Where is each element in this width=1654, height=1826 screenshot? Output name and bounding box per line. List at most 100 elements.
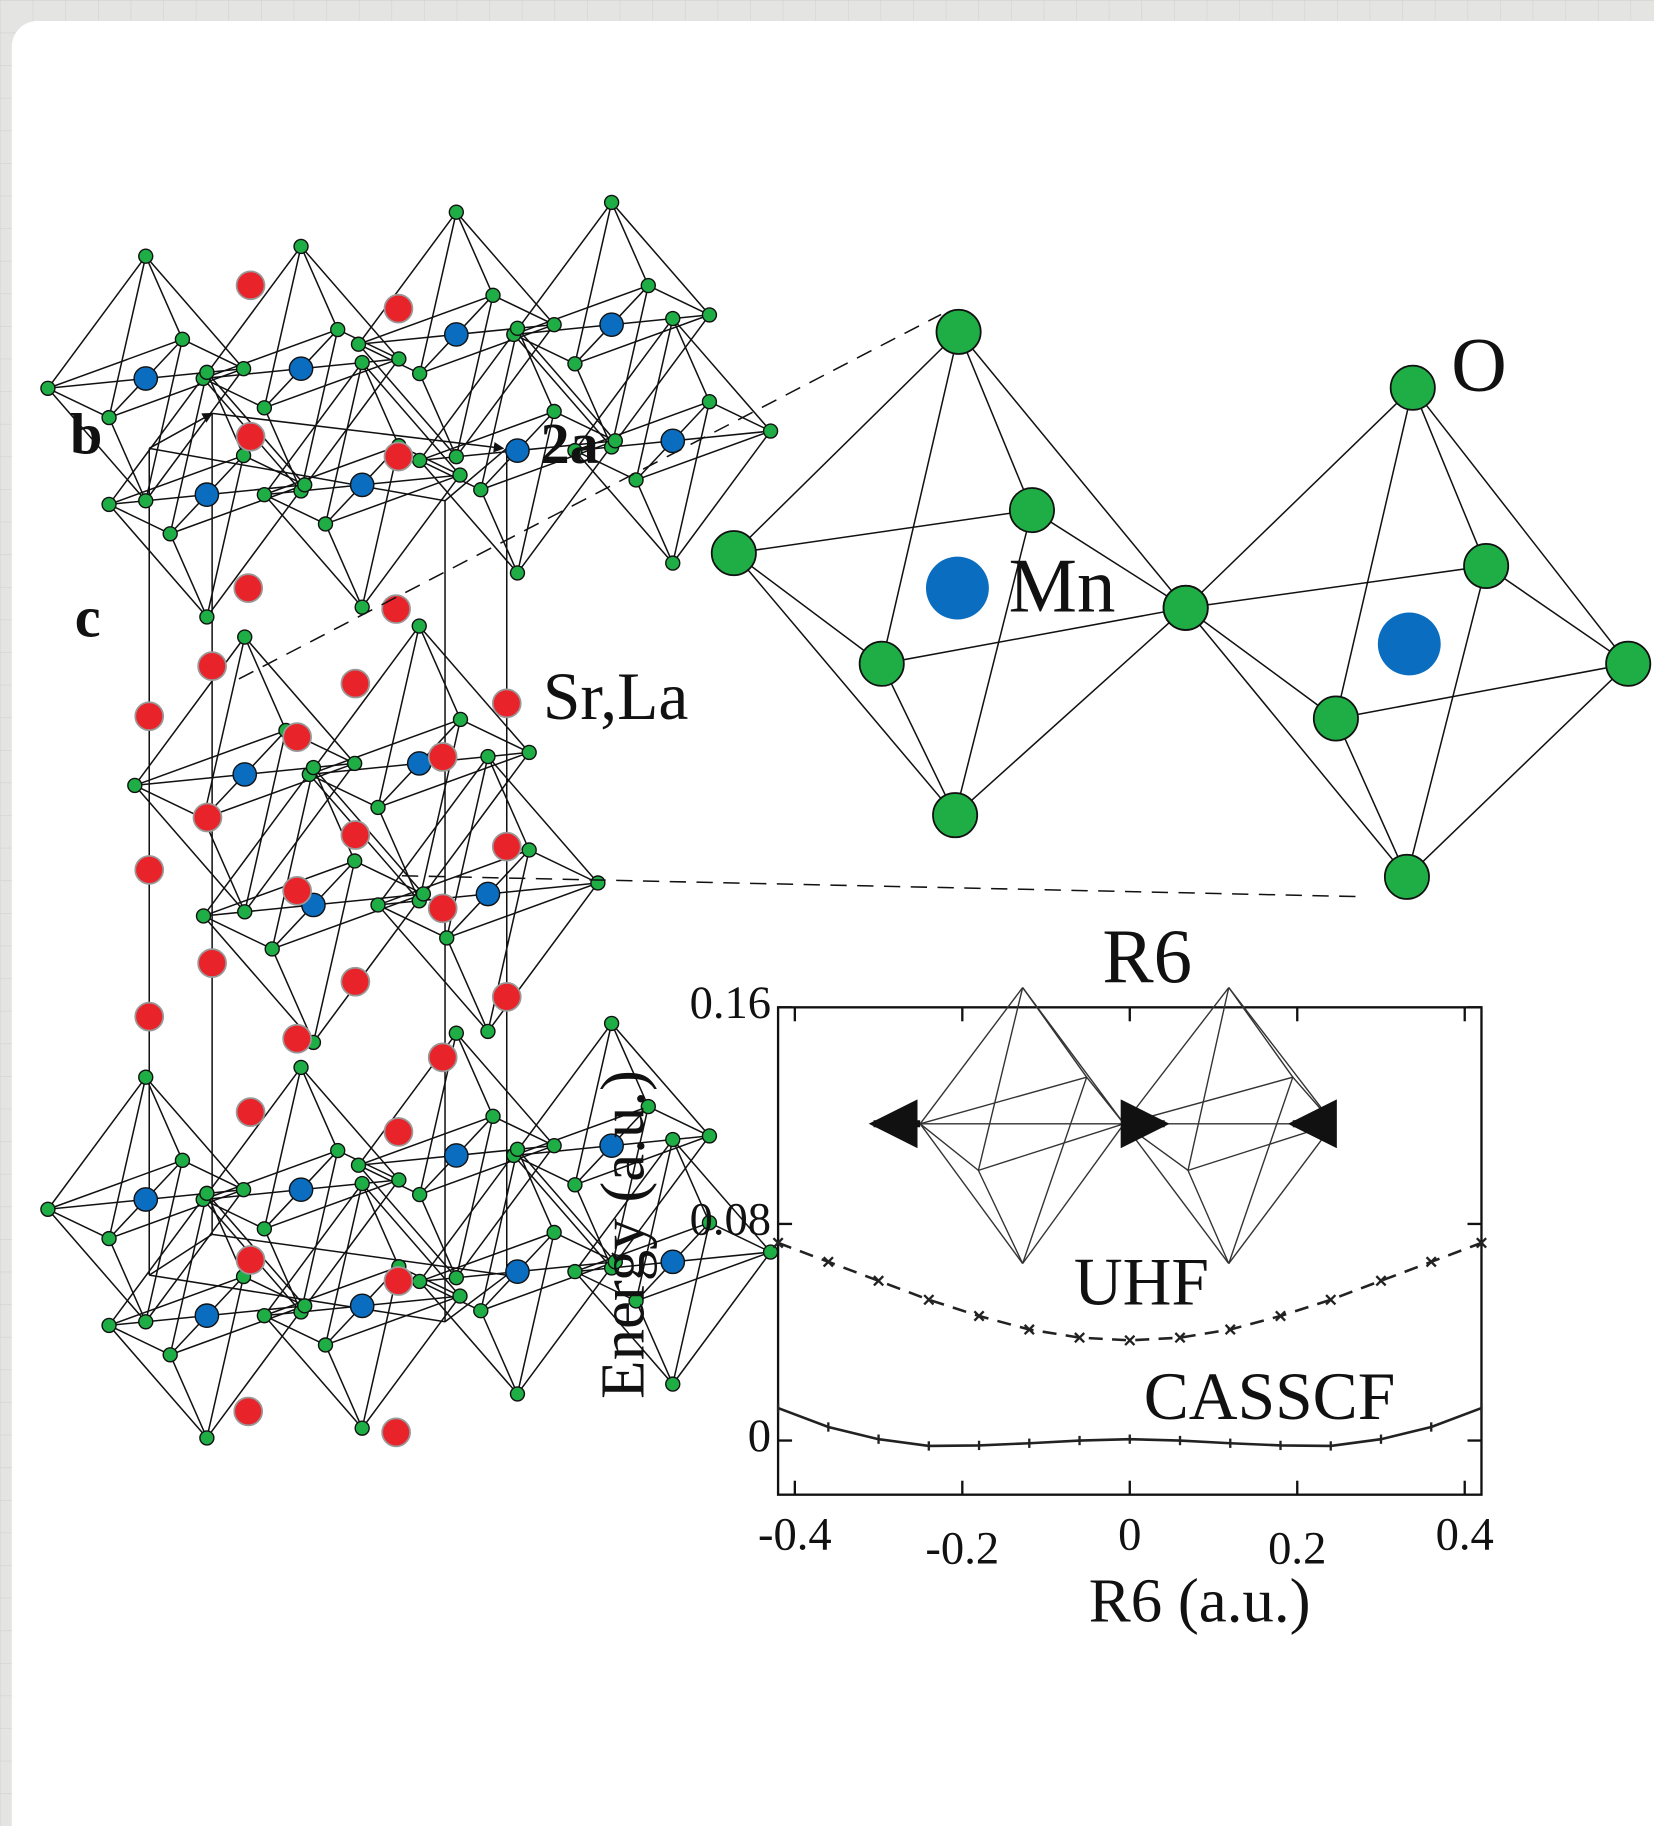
o-atom [452, 711, 469, 728]
bond [377, 756, 489, 906]
bond [300, 1150, 339, 1313]
bond [300, 1066, 400, 1181]
bond [202, 636, 246, 819]
o-atom [305, 759, 322, 776]
bond [672, 318, 711, 403]
bond [455, 211, 494, 296]
bond [1022, 1123, 1125, 1264]
bond [487, 756, 530, 851]
o-atom [256, 486, 273, 503]
o-atom [452, 1288, 468, 1304]
o-atom [199, 364, 215, 381]
sr-la-atom [383, 293, 414, 324]
o-atom [567, 1177, 583, 1193]
bond [145, 339, 184, 501]
bond [672, 430, 772, 564]
o-atom [101, 1230, 117, 1247]
cell-edge [148, 412, 214, 450]
bond [108, 503, 208, 618]
o-atom [546, 316, 562, 333]
o-atom [391, 1172, 407, 1188]
mn-atom [406, 751, 432, 776]
o-atom [485, 1108, 501, 1125]
bond [47, 1076, 147, 1210]
bond [108, 417, 147, 502]
point [1425, 1256, 1437, 1268]
sr-la-atom [233, 1396, 264, 1427]
o-atom [701, 1128, 718, 1144]
o-atom [237, 629, 253, 645]
o-atom [256, 1307, 273, 1324]
o-atom [346, 853, 363, 869]
site-label: Mn [1009, 544, 1116, 629]
o-atom [509, 1141, 526, 1158]
bond [418, 373, 458, 458]
sr-la-atom [340, 668, 371, 699]
bond [455, 1116, 494, 1278]
y-tick-label: 0 [748, 1410, 771, 1462]
bond [145, 1076, 245, 1191]
point [1174, 1332, 1186, 1344]
o-atom [391, 351, 407, 367]
o-atom [101, 496, 117, 513]
o-atom [509, 1386, 526, 1402]
o-atom [448, 449, 465, 465]
bond [324, 1344, 363, 1429]
bond [919, 987, 1024, 1125]
bond [516, 1148, 616, 1263]
o-atom [935, 308, 982, 355]
bond [357, 211, 457, 345]
o-atom [195, 908, 212, 924]
sr-la-atom [235, 1245, 266, 1275]
o-atom [370, 897, 386, 913]
mn-atom [1377, 612, 1441, 676]
o-atom [411, 1186, 428, 1203]
bond [169, 372, 208, 534]
o-atom [640, 1098, 656, 1115]
bond [47, 1208, 147, 1323]
bond [880, 331, 960, 664]
sr-la-atom [192, 802, 223, 833]
bond [169, 533, 208, 618]
cell-edge [444, 447, 508, 502]
o-atom [40, 1201, 56, 1217]
sr-la-atom [197, 948, 227, 978]
o-atom [710, 530, 757, 577]
bond [47, 387, 147, 502]
o-atom [1162, 584, 1209, 631]
bond [361, 362, 461, 476]
bond [244, 636, 356, 764]
bond [300, 1179, 400, 1313]
o-atom [350, 1157, 367, 1173]
o-atom [858, 640, 905, 687]
bond [516, 328, 555, 412]
x-tick-label: -0.2 [925, 1523, 999, 1575]
o-atom [293, 1059, 309, 1076]
o-atom [127, 777, 143, 794]
bond [377, 807, 420, 902]
cell-edge [148, 1233, 213, 1276]
o-atom [509, 565, 526, 581]
bond [954, 509, 1033, 816]
bond [300, 329, 339, 492]
cell-edge [149, 447, 446, 502]
point [923, 1294, 935, 1306]
o-atom [701, 394, 718, 410]
mn-atom [925, 556, 989, 620]
point [1275, 1310, 1286, 1322]
bond [145, 255, 184, 340]
o-atom [665, 310, 681, 327]
bond [574, 1023, 613, 1185]
bond [957, 331, 1033, 511]
mn-atom [660, 428, 686, 454]
bond [574, 450, 674, 564]
sr-la-atom [340, 966, 371, 997]
o-atom [138, 493, 154, 509]
bond [263, 246, 302, 408]
y-tick-label: 0.16 [690, 977, 772, 1029]
o-atom [235, 361, 252, 377]
bond [206, 1276, 245, 1439]
o-atom [448, 1270, 465, 1286]
sr-la-atom [427, 893, 458, 924]
